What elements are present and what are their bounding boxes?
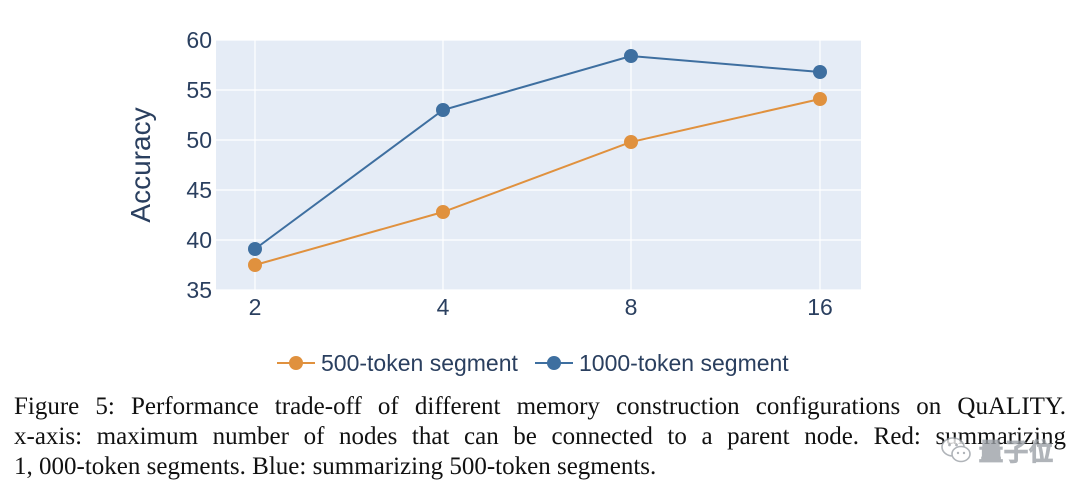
grid-lines (216, 39, 861, 291)
caption-line-1: Figure 5: Performance trade-off of diffe… (14, 393, 1066, 420)
y-tick-label: 60 (186, 27, 212, 53)
figure-caption: Figure 5: Performance trade-off of diffe… (14, 392, 1066, 482)
legend-marker (289, 356, 303, 370)
x-tick-label: 4 (437, 294, 450, 320)
x-tick-label: 16 (807, 294, 833, 320)
y-tick-label: 55 (186, 77, 212, 103)
legend[interactable]: 500-token segment 1000-token segment (277, 350, 789, 376)
wechat-logo-icon (941, 436, 971, 462)
watermark: 量子位 (939, 432, 1054, 467)
legend-marker (547, 356, 561, 370)
y-tick-label: 50 (186, 127, 212, 153)
data-point[interactable] (248, 258, 262, 272)
data-point[interactable] (813, 92, 827, 106)
data-point[interactable] (248, 242, 262, 256)
data-point[interactable] (813, 65, 827, 79)
legend-label: 1000-token segment (579, 350, 789, 376)
watermark-text: 量子位 (979, 438, 1054, 467)
data-point[interactable] (624, 49, 638, 63)
y-tick-label: 40 (186, 227, 212, 253)
legend-item[interactable]: 500-token segment (277, 350, 519, 376)
series-line-orange (254, 98, 821, 266)
line-chart: 35 40 45 50 55 60 2 4 8 16 Accuracy 500-token se… (125, 27, 861, 376)
y-tick-label: 35 (186, 277, 212, 303)
legend-label: 500-token segment (321, 350, 519, 376)
series-line-blue (254, 54, 821, 250)
y-tick-label: 45 (186, 177, 212, 203)
data-point[interactable] (436, 103, 450, 117)
y-axis-label: Accuracy (125, 107, 156, 222)
plot-area (216, 40, 861, 290)
caption-line-3: 1, 000-token segments. Blue: summarizing… (14, 453, 657, 480)
y-tick-labels: 35 40 45 50 55 60 (186, 27, 212, 303)
caption-line-2: x-axis: maximum number of nodes that can… (14, 423, 1066, 450)
series-layer (248, 49, 827, 272)
x-tick-label: 8 (625, 294, 638, 320)
data-point[interactable] (436, 205, 450, 219)
x-tick-labels: 2 4 8 16 (249, 294, 833, 320)
data-point[interactable] (624, 135, 638, 149)
legend-item[interactable]: 1000-token segment (535, 350, 789, 376)
x-tick-label: 2 (249, 294, 262, 320)
